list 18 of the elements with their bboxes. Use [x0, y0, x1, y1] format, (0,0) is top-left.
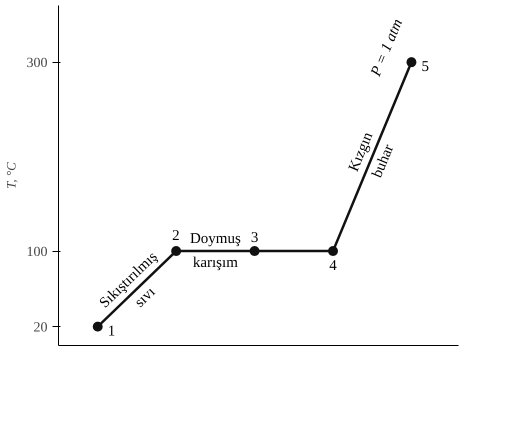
point: [250, 246, 260, 256]
annotation: 4: [329, 258, 338, 274]
y-tick-label: 300: [26, 56, 48, 72]
y-tick-label: 100: [26, 245, 48, 260]
annotation: Doymuş: [190, 231, 241, 248]
annotation: 5: [421, 59, 429, 76]
annotation: 2: [172, 228, 180, 244]
annotation: karışım: [192, 255, 238, 272]
annotation: P = 1 atm: [368, 16, 406, 80]
point: [406, 57, 416, 68]
annotation: 1: [108, 324, 116, 340]
point: [328, 246, 338, 256]
annotation: 3: [250, 230, 258, 246]
y-tick-label: 20: [34, 320, 48, 336]
point: [171, 246, 182, 256]
y-axis-title: T, °C: [4, 162, 18, 189]
annotation: buhar: [369, 142, 398, 180]
point: [92, 322, 103, 332]
